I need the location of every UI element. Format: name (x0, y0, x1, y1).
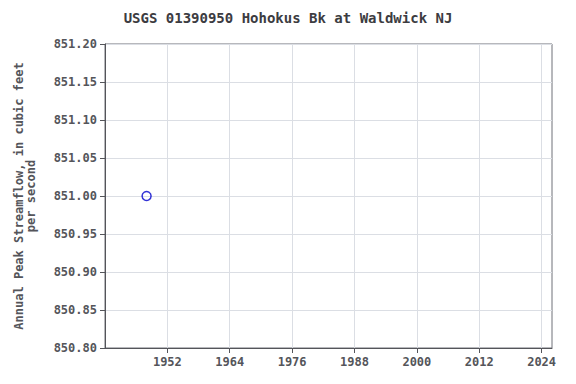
svg-text:Annual Peak Streamflow, in cub: Annual Peak Streamflow, in cubic feet (12, 62, 26, 330)
svg-text:850.80: 850.80 (54, 341, 97, 355)
svg-text:1952: 1952 (153, 355, 182, 369)
svg-text:2012: 2012 (465, 355, 494, 369)
svg-text:2024: 2024 (527, 355, 556, 369)
svg-text:1964: 1964 (215, 355, 244, 369)
svg-text:850.90: 850.90 (54, 265, 97, 279)
svg-text:per second: per second (24, 160, 38, 232)
svg-text:USGS 01390950 Hohokus Bk at Wa: USGS 01390950 Hohokus Bk at Waldwick NJ (124, 10, 453, 26)
svg-text:851.00: 851.00 (54, 189, 97, 203)
svg-text:851.05: 851.05 (54, 151, 97, 165)
svg-text:1988: 1988 (340, 355, 369, 369)
svg-text:850.95: 850.95 (54, 227, 97, 241)
svg-text:851.20: 851.20 (54, 37, 97, 51)
svg-text:2000: 2000 (402, 355, 431, 369)
svg-text:851.15: 851.15 (54, 75, 97, 89)
svg-text:851.10: 851.10 (54, 113, 97, 127)
svg-text:1976: 1976 (278, 355, 307, 369)
svg-text:850.85: 850.85 (54, 303, 97, 317)
